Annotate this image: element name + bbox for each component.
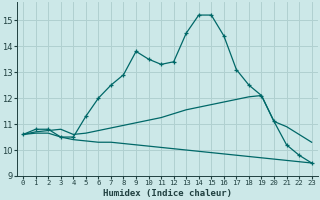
X-axis label: Humidex (Indice chaleur): Humidex (Indice chaleur) [103, 189, 232, 198]
